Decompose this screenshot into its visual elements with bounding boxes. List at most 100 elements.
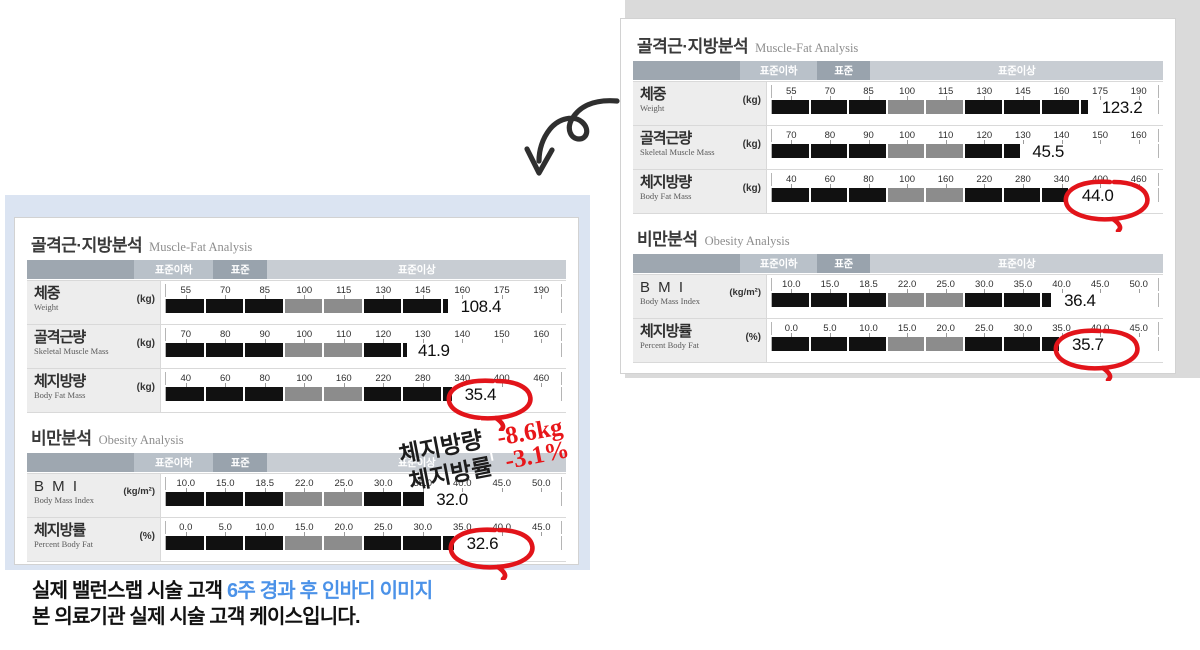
axis-tick: 18.5 <box>849 278 889 293</box>
bar-block <box>964 144 1004 158</box>
axis-ticks: 10.0 15.0 18.5 22.0 25.0 30.0 35.0 40.0 45.0 50.0 <box>165 477 562 492</box>
tick-mark <box>185 383 187 387</box>
tick-mark <box>829 96 831 100</box>
tick-mark <box>1061 96 1063 100</box>
axis-tick: 340 <box>1042 173 1082 188</box>
metric-value: 32.0 <box>436 490 468 509</box>
axis-tick: 70 <box>205 284 245 299</box>
metric-row: 체중 Weight (kg) 55 70 85 100 115 130 145 160 175 190 1… <box>27 281 566 325</box>
tick-mark <box>422 339 424 343</box>
axis-tick: 110 <box>324 328 364 343</box>
metric-label-en: Skeletal Muscle Mass <box>34 346 109 356</box>
tick-mark <box>945 289 947 293</box>
axis-ticks: 0.0 5.0 10.0 15.0 20.0 25.0 30.0 35.0 40.0 45.0 <box>771 322 1159 337</box>
axis-tick: 0.0 <box>771 322 811 337</box>
section-title-ko: 비만분석 <box>637 230 698 249</box>
bar-block <box>482 299 522 313</box>
metric-graph: 55 70 85 100 115 130 145 160 175 190 123.2 <box>767 82 1163 125</box>
bar-block <box>772 293 811 307</box>
metric-label-ko: 골격근량 <box>34 329 86 346</box>
metric-label-ko: 골격근량 <box>640 130 692 147</box>
band-label-spacer <box>27 260 135 279</box>
inbody-card: 골격근·지방분석 Muscle-Fat Analysis 표준이하 표준 표준이상 체중 W… <box>620 18 1176 381</box>
axis-tick: 80 <box>205 328 245 343</box>
bar-block <box>245 492 285 506</box>
section-title: 골격근·지방분석 Muscle-Fat Analysis <box>27 228 566 260</box>
bar-block <box>403 299 443 313</box>
value-bar <box>165 536 562 550</box>
bar-block <box>926 144 965 158</box>
bar-block <box>1081 144 1120 158</box>
axis-ticks: 70 80 90 100 110 120 130 140 150 160 <box>165 328 562 343</box>
tick-mark <box>1022 96 1024 100</box>
tick-mark <box>185 339 187 343</box>
value-bar <box>771 188 1159 202</box>
section-title: 골격근·지방분석 Muscle-Fat Analysis <box>633 29 1163 61</box>
bar-block <box>1080 100 1120 114</box>
axis-ticks: 40 60 80 100 160 220 280 340 400 460 <box>165 372 562 387</box>
bar-block <box>849 144 888 158</box>
metric-graph: 40 60 80 100 160 220 280 340 400 460 35.4 <box>161 369 566 431</box>
bar-block <box>205 387 245 401</box>
tick-mark <box>185 532 187 536</box>
axis-tick: 20.0 <box>324 521 364 536</box>
bar-block <box>522 387 562 401</box>
axis-tick: 460 <box>1119 173 1159 188</box>
metric-unit: (%) <box>745 332 761 343</box>
tick-mark <box>1022 333 1024 337</box>
metric-label-en: Weight <box>640 103 665 113</box>
bar-block <box>443 343 482 357</box>
bar-block <box>887 144 927 158</box>
tick-mark <box>829 140 831 144</box>
bar-block <box>166 492 206 506</box>
bar-block <box>1042 100 1081 114</box>
band-label-spacer <box>27 453 135 472</box>
tick-mark <box>383 488 385 492</box>
section-title-ko: 비만분석 <box>31 429 92 448</box>
band-standard: 표준 <box>816 254 871 273</box>
metric-label-en: Body Mass Index <box>640 296 700 306</box>
tick-mark <box>541 295 543 299</box>
bar-block <box>363 299 403 313</box>
metric-label-en: Weight <box>34 302 59 312</box>
tick-mark <box>541 488 543 492</box>
bar-block <box>166 299 206 313</box>
tick-mark <box>829 184 831 188</box>
metric-value: 35.7 <box>1072 335 1104 354</box>
tick-mark <box>984 333 986 337</box>
tick-mark <box>945 333 947 337</box>
tick-mark <box>907 289 909 293</box>
metric-value: 123.2 <box>1101 98 1143 117</box>
metric-label-ko: 체지방량 <box>640 174 692 191</box>
tick-mark <box>1022 289 1024 293</box>
axis-tick: 55 <box>771 85 811 100</box>
axis-tick: 22.0 <box>887 278 927 293</box>
bar-block <box>284 343 324 357</box>
axis-tick: 45.0 <box>1119 322 1159 337</box>
tick-mark <box>225 532 227 536</box>
axis-tick: 90 <box>849 129 889 144</box>
bar-block <box>964 100 1004 114</box>
bar-block <box>403 343 443 357</box>
metric-graph: 0.0 5.0 10.0 15.0 20.0 25.0 30.0 35.0 40.0 45.0 32… <box>161 518 566 580</box>
metric-row: B M I Body Mass Index (kg/m²) 10.0 15.0 18.5 2… <box>27 474 566 518</box>
metric-rows: B M I Body Mass Index (kg/m²) 10.0 15.0 18.5 2… <box>27 473 566 580</box>
metric-label-en: Body Mass Index <box>34 495 94 505</box>
metric-unit: (kg/m²) <box>729 287 761 298</box>
tick-mark <box>422 488 424 492</box>
tick-mark <box>829 333 831 337</box>
tick-mark <box>185 488 187 492</box>
analysis-section: 비만분석 Obesity Analysis 표준이하 표준 표준이상 B M I Body … <box>27 421 567 580</box>
metric-label: 체중 Weight (kg) <box>27 281 161 324</box>
bar-block <box>522 492 562 506</box>
axis-tick: 160 <box>1042 85 1082 100</box>
axis-tick: 120 <box>363 328 403 343</box>
bar-block <box>482 492 522 506</box>
metric-label: 체중 Weight (kg) <box>633 82 767 125</box>
axis-tick: 50.0 <box>1119 278 1159 293</box>
tick-mark <box>868 289 870 293</box>
tick-mark <box>541 339 543 343</box>
caption: 실제 밸런스랩 시술 고객 6주 경과 후 인바디 이미지 본 의료기관 실제 … <box>32 578 632 630</box>
axis-tick: 190 <box>1119 85 1159 100</box>
bar-block-fill <box>442 387 452 401</box>
